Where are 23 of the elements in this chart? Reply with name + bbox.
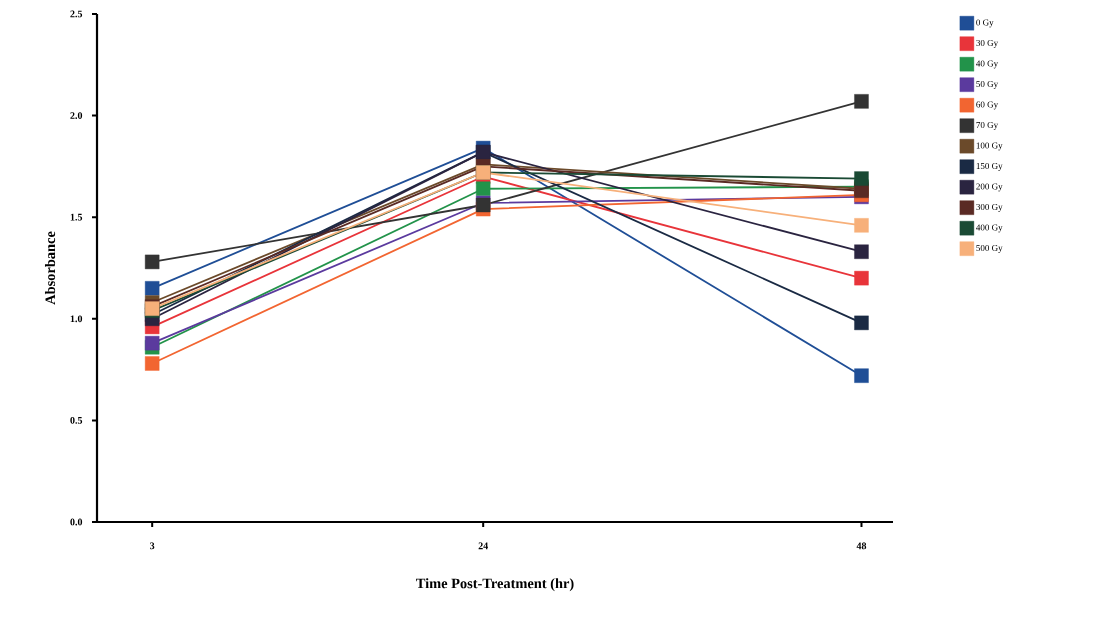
x-tick-label: 24 bbox=[478, 542, 488, 550]
legend-label: 200 Gy bbox=[976, 183, 1003, 192]
y-tick-label: 2.5 bbox=[70, 10, 83, 18]
x-axis-title: Time Post-Treatment (hr) bbox=[416, 578, 574, 592]
legend-label: 30 Gy bbox=[976, 39, 999, 48]
legend-label: 150 Gy bbox=[976, 162, 1003, 171]
x-tick-label: 48 bbox=[856, 542, 867, 550]
legend-label: 60 Gy bbox=[976, 101, 999, 110]
y-tick-label: 0.0 bbox=[70, 518, 83, 526]
y-tick-label: 1.0 bbox=[70, 315, 83, 323]
y-axis-title: Absorbance bbox=[44, 231, 56, 305]
legend-label: 400 Gy bbox=[976, 224, 1003, 233]
legend-label: 70 Gy bbox=[976, 121, 999, 130]
y-tick-label: 1.5 bbox=[70, 213, 83, 221]
legend-label: 300 Gy bbox=[976, 203, 1003, 212]
y-tick-label: 2.0 bbox=[70, 112, 83, 119]
legend-label: 500 Gy bbox=[976, 244, 1003, 253]
legend-label: 0 Gy bbox=[976, 19, 994, 28]
legend-label: 100 Gy bbox=[976, 142, 1003, 151]
x-tick-label: 3 bbox=[150, 542, 155, 550]
legend-label: 50 Gy bbox=[976, 80, 999, 89]
legend-label: 40 Gy bbox=[976, 60, 999, 69]
y-tick-label: 0.5 bbox=[70, 416, 83, 424]
